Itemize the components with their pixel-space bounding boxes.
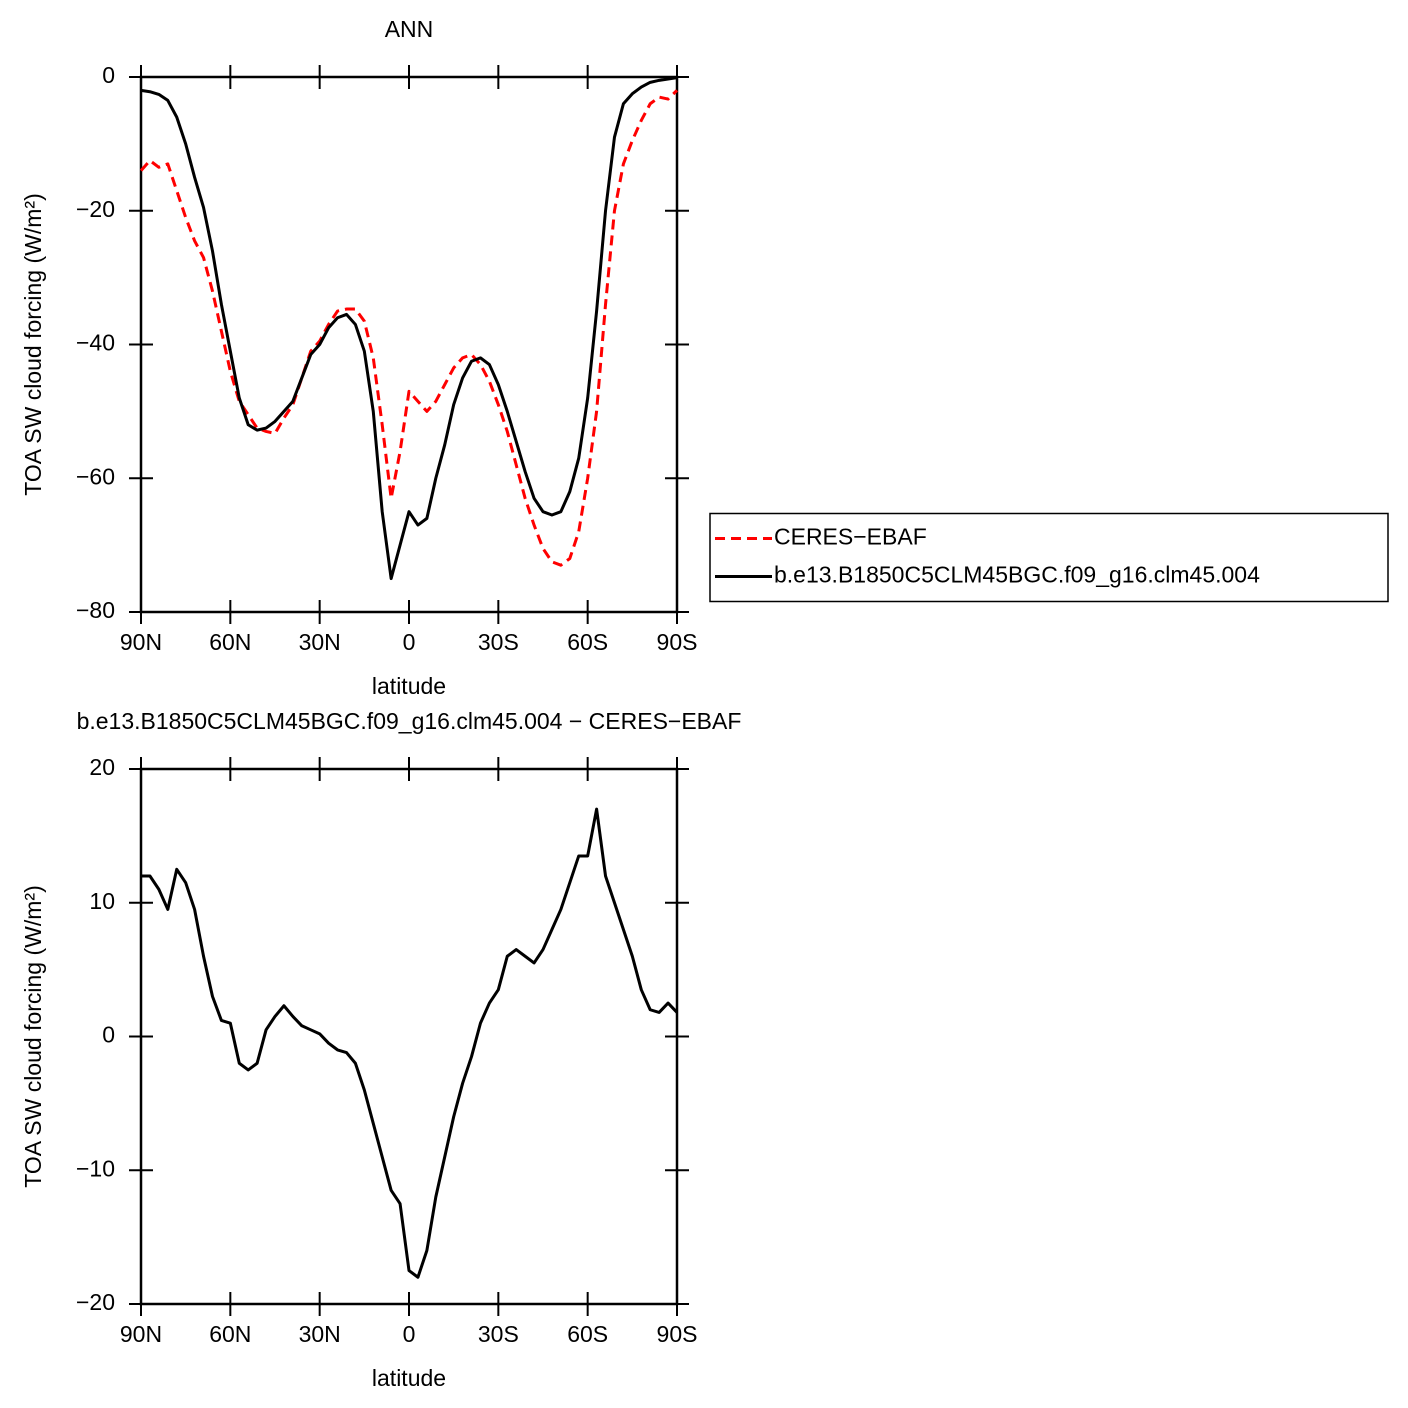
legend-label: b.e13.B1850C5CLM45BGC.f09_g16.clm45.004: [774, 562, 1260, 588]
data-line: [141, 807, 679, 1279]
data-line: [139, 89, 679, 567]
y-axis-label: TOA SW cloud forcing (W/m²): [20, 885, 46, 1187]
x-tick-label: 30S: [478, 1321, 519, 1347]
legend-box: [709, 512, 1389, 603]
chart-title: ANN: [385, 16, 434, 42]
x-tick-label: 30N: [299, 1321, 341, 1347]
x-tick-label: 90S: [657, 629, 698, 655]
x-tick-label: 60N: [209, 1321, 251, 1347]
x-tick-label: 0: [403, 629, 416, 655]
data-line: [140, 76, 678, 581]
x-tick-label: 60N: [209, 629, 251, 655]
y-tick-label: 20: [89, 754, 115, 780]
y-tick-label: 0: [102, 62, 115, 88]
x-tick-label: 90S: [657, 1321, 698, 1347]
y-tick-label: 10: [89, 888, 115, 914]
plot-frame: [139, 767, 679, 1306]
x-tick-label: 30N: [299, 629, 341, 655]
y-tick-label: −20: [76, 196, 115, 222]
x-tick-label: 30S: [478, 629, 519, 655]
chart-title: b.e13.B1850C5CLM45BGC.f09_g16.clm45.004 …: [77, 708, 742, 734]
legend-label: CERES−EBAF: [774, 524, 927, 550]
y-tick-label: −40: [76, 330, 115, 356]
x-axis-label: latitude: [372, 1365, 446, 1391]
y-axis-label: TOA SW cloud forcing (W/m²): [20, 193, 46, 495]
y-tick-label: −60: [76, 463, 115, 489]
x-axis-label: latitude: [372, 673, 446, 699]
x-tick-label: 0: [403, 1321, 416, 1347]
plot-frame: [139, 75, 679, 614]
y-tick-label: −20: [76, 1289, 115, 1315]
y-tick-label: −80: [76, 597, 115, 623]
x-tick-label: 60S: [567, 1321, 608, 1347]
y-tick-label: 0: [102, 1022, 115, 1048]
x-tick-label: 90N: [120, 1321, 162, 1347]
y-tick-label: −10: [76, 1155, 115, 1181]
x-tick-label: 60S: [567, 629, 608, 655]
x-tick-label: 90N: [120, 629, 162, 655]
